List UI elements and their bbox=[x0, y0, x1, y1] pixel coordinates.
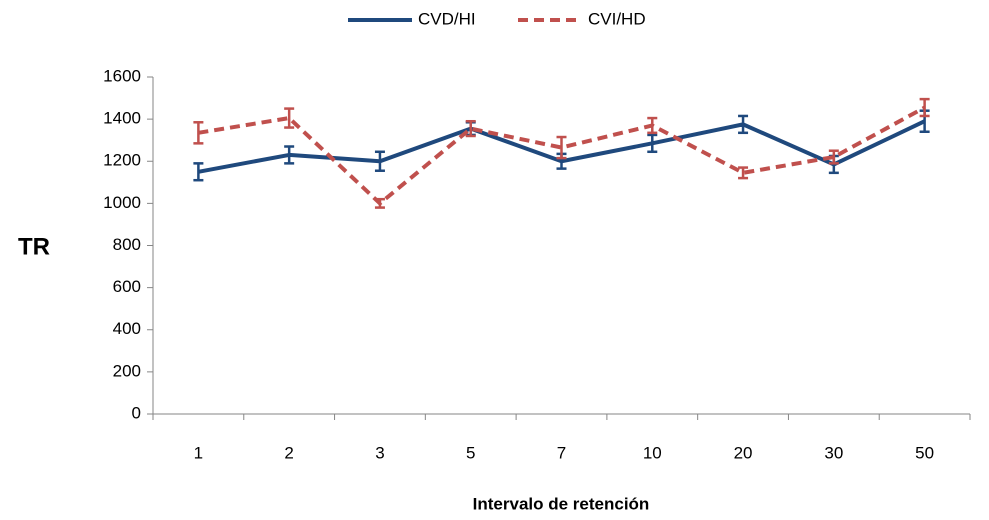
x-tick-label: 1 bbox=[194, 443, 203, 462]
y-tick-label: 400 bbox=[113, 319, 141, 338]
legend-label: CVI/HD bbox=[588, 9, 646, 28]
x-tick-label: 5 bbox=[466, 443, 475, 462]
error-bar bbox=[738, 166, 749, 180]
legend-label: CVD/HI bbox=[418, 9, 476, 28]
x-tick-label: 50 bbox=[915, 443, 934, 462]
y-axis-label: TR bbox=[18, 233, 50, 260]
error-bar bbox=[738, 114, 749, 135]
error-bar bbox=[919, 97, 930, 118]
error-bar bbox=[374, 150, 385, 172]
error-bar bbox=[284, 107, 295, 129]
y-tick-label: 0 bbox=[132, 403, 141, 422]
y-tick-label: 1200 bbox=[103, 151, 141, 170]
error-bar bbox=[284, 145, 295, 165]
error-bar bbox=[828, 149, 839, 165]
y-tick-label: 1400 bbox=[103, 109, 141, 128]
y-tick-label: 1600 bbox=[103, 66, 141, 85]
x-tick-label: 30 bbox=[824, 443, 843, 462]
error-bar bbox=[193, 121, 204, 145]
error-bar bbox=[556, 135, 567, 160]
y-tick-label: 600 bbox=[113, 277, 141, 296]
y-tick-label: 1000 bbox=[103, 193, 141, 212]
series-line bbox=[198, 105, 926, 206]
x-tick-label: 3 bbox=[375, 443, 384, 462]
x-tick-label: 20 bbox=[734, 443, 753, 462]
x-tick-label: 7 bbox=[557, 443, 566, 462]
x-tick-label: 10 bbox=[643, 443, 662, 462]
error-bar bbox=[374, 197, 385, 209]
error-bar bbox=[647, 116, 658, 135]
error-bar bbox=[465, 119, 476, 138]
x-axis-label: Intervalo de retención bbox=[473, 494, 650, 513]
error-bar bbox=[647, 133, 658, 154]
y-tick-label: 200 bbox=[113, 361, 141, 380]
x-tick-label: 2 bbox=[284, 443, 293, 462]
error-bar bbox=[193, 162, 204, 182]
y-tick-label: 800 bbox=[113, 235, 141, 254]
